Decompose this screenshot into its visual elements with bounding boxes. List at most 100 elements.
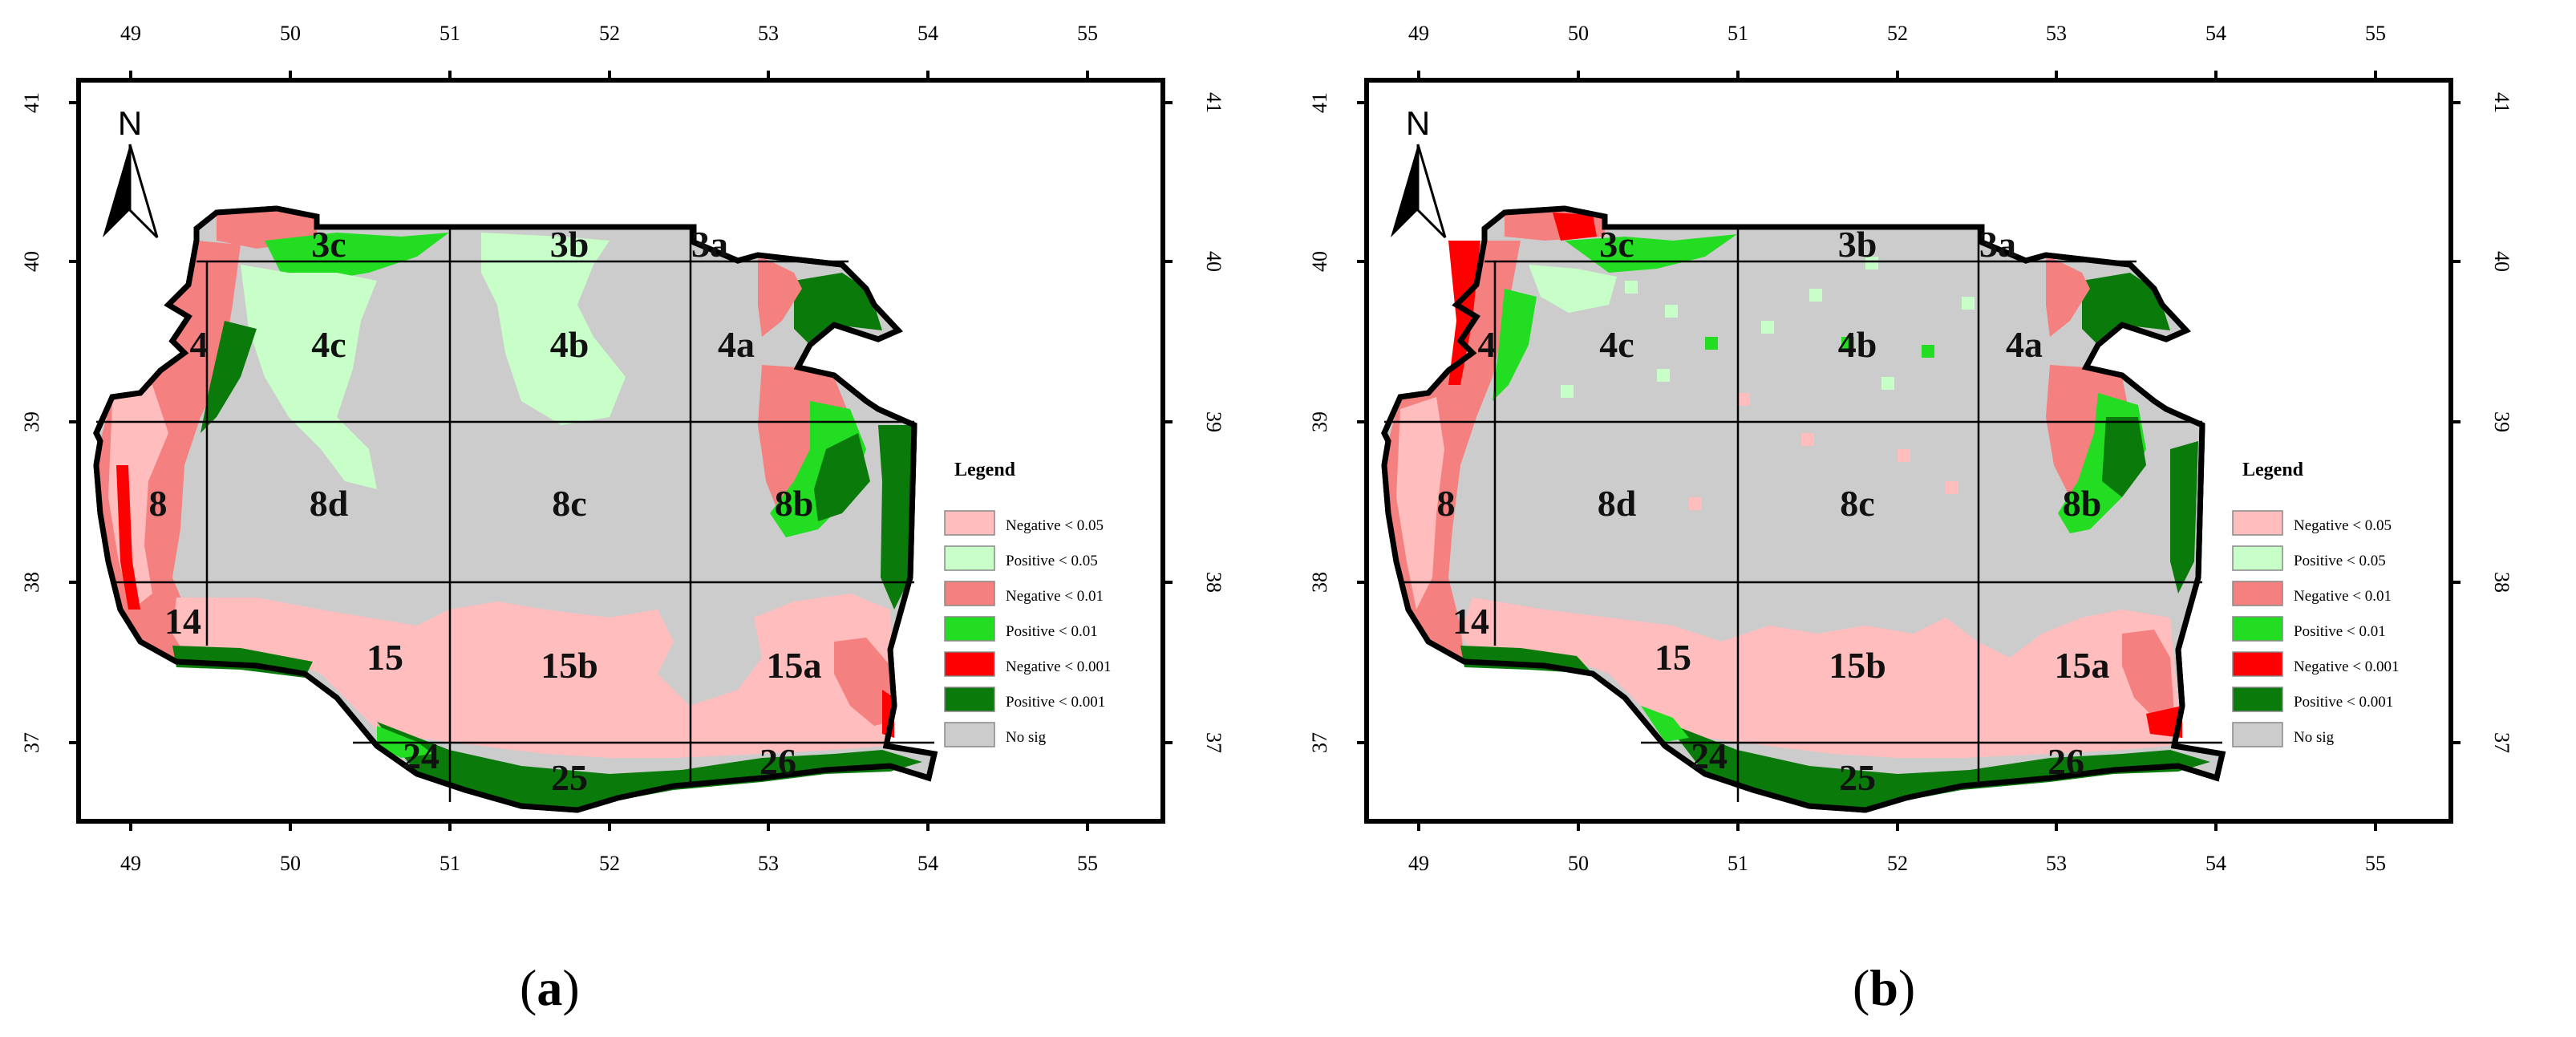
lat-tick-label: 41 (1308, 92, 1331, 113)
lon-tick-label: 55 (2365, 22, 2386, 45)
lat-tick-label: 41 (2490, 92, 2513, 113)
region-label: 4c (311, 324, 346, 365)
axis-ticks (69, 71, 1173, 831)
legend-swatch (944, 581, 995, 606)
region-label: 26 (759, 741, 796, 782)
lon-tick-label: 52 (599, 22, 620, 45)
legend-label: No sig (2294, 729, 2335, 746)
scatter-spots (1561, 257, 1975, 510)
neg-south-light (172, 593, 894, 758)
region-label: 8c (552, 483, 586, 524)
lon-tick-label: 50 (1568, 22, 1589, 45)
panel-caption-b: (b) (1853, 959, 1916, 1016)
lat-tick-label: 39 (1202, 411, 1225, 432)
pos-east-coast (878, 425, 914, 610)
lon-tick-label: 54 (2205, 852, 2226, 875)
study-region (1381, 205, 2226, 813)
lon-tick-label: 52 (1887, 22, 1908, 45)
neg-east-band (758, 365, 850, 521)
legend-label: Negative < 0.001 (2294, 658, 2400, 675)
legend-label: Positive < 0.001 (2294, 694, 2393, 711)
region-label: 8d (1598, 483, 1637, 524)
region-label: 15b (1829, 645, 1886, 686)
legend-swatch (944, 687, 995, 712)
neg-southeast-red (2146, 706, 2182, 738)
lon-tick-label: 51 (439, 852, 460, 875)
lon-tick-label: 50 (1568, 852, 1589, 875)
lon-tick-label: 51 (1727, 852, 1748, 875)
lat-tick-label: 38 (1202, 572, 1225, 593)
region-label: 24 (1691, 735, 1727, 776)
legend-label: Positive < 0.001 (1006, 694, 1105, 711)
lon-tick-label: 49 (120, 22, 141, 45)
legend-swatch (2232, 687, 2283, 712)
legend-label: Negative < 0.001 (1006, 658, 1112, 675)
axis-ticks (1357, 71, 2461, 831)
region-label: 3a (1979, 224, 2016, 265)
legend-swatch (944, 616, 995, 642)
lon-tick-label: 51 (439, 22, 460, 45)
region-label: 14 (1452, 601, 1489, 642)
grid-lines (1384, 227, 2222, 802)
region-label: 8b (775, 483, 814, 524)
lat-tick-label: 40 (1202, 251, 1225, 272)
pos-north-light2 (481, 233, 626, 425)
region-label: 8 (1437, 483, 1456, 524)
map-panel-a: 49 50 51 52 53 54 55 49 50 51 52 53 54 5… (20, 22, 1225, 1016)
neg-southeast-strong (834, 638, 890, 726)
significance-map-a: 49 50 51 52 53 54 55 49 50 51 52 53 54 5… (20, 22, 1225, 875)
legend-swatch (944, 722, 995, 747)
region-label: 8b (2063, 483, 2102, 524)
region-label: 15a (2055, 645, 2110, 686)
region-label: 25 (551, 757, 588, 798)
pos-northeast-dark (794, 273, 882, 345)
grid-lines (96, 227, 934, 802)
lon-tick-label: 52 (1887, 852, 1908, 875)
legend-label: Negative < 0.01 (2294, 588, 2392, 605)
region-label: 3c (1599, 224, 1634, 265)
region-label: 3b (1838, 224, 1877, 265)
region-label: 15 (1655, 637, 1691, 678)
legend-title: Legend (2242, 460, 2304, 480)
legend-label: Negative < 0.05 (2294, 517, 2392, 534)
lat-tick-label: 39 (2490, 411, 2513, 432)
pos-south-coast3 (1641, 706, 1689, 742)
lon-tick-label: 54 (2205, 22, 2226, 45)
region-label: 15b (541, 645, 598, 686)
lon-tick-label: 55 (1077, 22, 1098, 45)
caption-letter: a (537, 959, 563, 1016)
neg-east-light (2046, 255, 2090, 337)
significance-map-b: 49 50 51 52 53 54 55 49 50 51 52 53 54 5… (1308, 22, 2513, 875)
region-label: 3b (550, 224, 589, 265)
pos-east-coast (2170, 441, 2198, 593)
north-label: N (118, 104, 142, 142)
lon-tick-label: 55 (2365, 852, 2386, 875)
lon-tick-label: 49 (120, 852, 141, 875)
legend-label: Positive < 0.05 (2294, 553, 2386, 569)
lon-tick-label: 53 (758, 852, 779, 875)
region-label: 4b (550, 324, 589, 365)
pos-east-dark (2102, 417, 2146, 497)
lat-tick-label: 40 (20, 251, 43, 272)
pos-east-dark (814, 433, 870, 521)
lat-tick-label: 37 (2490, 732, 2513, 753)
region-label: 3c (311, 224, 346, 265)
lon-tick-label: 54 (917, 22, 938, 45)
legend-label: No sig (1006, 729, 1047, 746)
pos-north-light (1529, 265, 1617, 313)
legend-label: Negative < 0.01 (1006, 588, 1104, 605)
lon-tick-label: 55 (1077, 852, 1098, 875)
region-label: 8 (149, 483, 168, 524)
neg-east-light (758, 255, 802, 337)
north-arrow-icon: N (1391, 104, 1447, 239)
lon-tick-label: 49 (1408, 22, 1429, 45)
lon-tick-label: 53 (2046, 22, 2067, 45)
lat-tick-label: 37 (20, 732, 43, 753)
lat-tick-label: 40 (2490, 251, 2513, 272)
lat-tick-label: 38 (1308, 572, 1331, 593)
region-label: 4b (1838, 324, 1877, 365)
neg-west-light (1396, 397, 1444, 610)
pos-north-green (265, 233, 449, 281)
lon-tick-label: 54 (917, 852, 938, 875)
lon-tick-label: 53 (758, 22, 779, 45)
